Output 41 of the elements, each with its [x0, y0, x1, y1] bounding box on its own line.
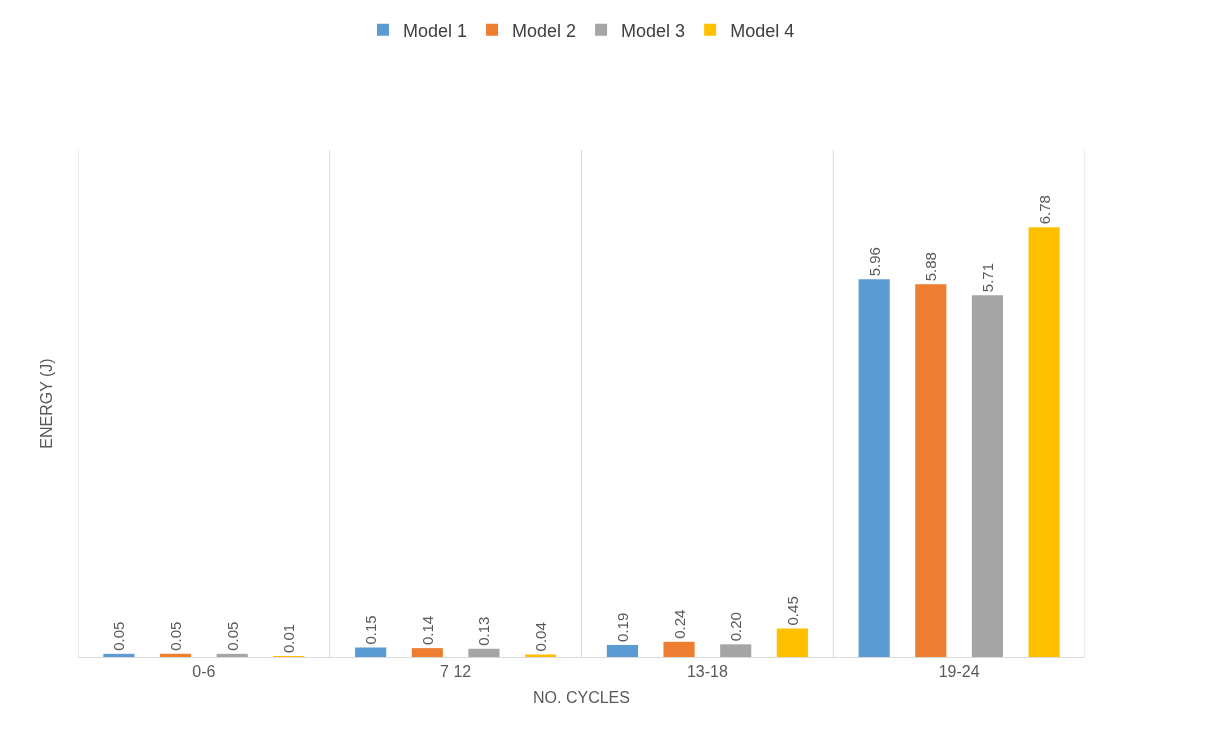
data-label: 0.45 — [783, 596, 801, 626]
data-label: 5.88 — [922, 252, 940, 282]
bar — [355, 647, 387, 657]
data-label: 0.20 — [727, 612, 745, 642]
data-label: 5.71 — [978, 262, 996, 293]
data-label: 0.05 — [110, 621, 128, 651]
data-label: 0.15 — [362, 615, 380, 645]
data-label: 0.04 — [532, 622, 550, 652]
x-tick-label: 19-24 — [938, 663, 980, 681]
bar — [525, 654, 557, 657]
bar — [858, 279, 890, 657]
legend-label: Model 4 — [730, 20, 795, 41]
bar — [1028, 227, 1060, 657]
y-axis-title: ENERGY (J) — [37, 358, 55, 449]
bar — [411, 648, 443, 657]
data-label: 0.14 — [418, 615, 436, 646]
bar — [663, 641, 695, 657]
x-axis-title: NO. CYCLES — [533, 688, 630, 706]
bar — [103, 653, 135, 657]
bar — [159, 653, 192, 657]
bar — [720, 644, 752, 657]
legend-label: Model 1 — [403, 20, 468, 41]
data-label: 0.13 — [475, 616, 493, 646]
x-tick-label: 13-18 — [686, 663, 728, 681]
data-label: 0.19 — [613, 612, 631, 642]
bar — [216, 653, 248, 657]
data-label: 0.05 — [223, 621, 241, 651]
bar — [606, 644, 638, 657]
data-label: 5.96 — [865, 247, 883, 277]
bar — [915, 284, 947, 657]
bar — [971, 295, 1004, 657]
bar — [776, 628, 808, 657]
legend-label: Model 2 — [512, 20, 577, 41]
data-label: 6.78 — [1035, 195, 1053, 225]
x-tick-label: 0-6 — [192, 663, 216, 681]
data-label: 0.24 — [670, 609, 688, 639]
data-label: 0.05 — [167, 621, 185, 651]
legend-label: Model 3 — [621, 20, 686, 41]
x-tick-label: 7 12 — [440, 663, 472, 681]
data-label: 0.01 — [280, 623, 298, 653]
bar — [468, 648, 500, 657]
